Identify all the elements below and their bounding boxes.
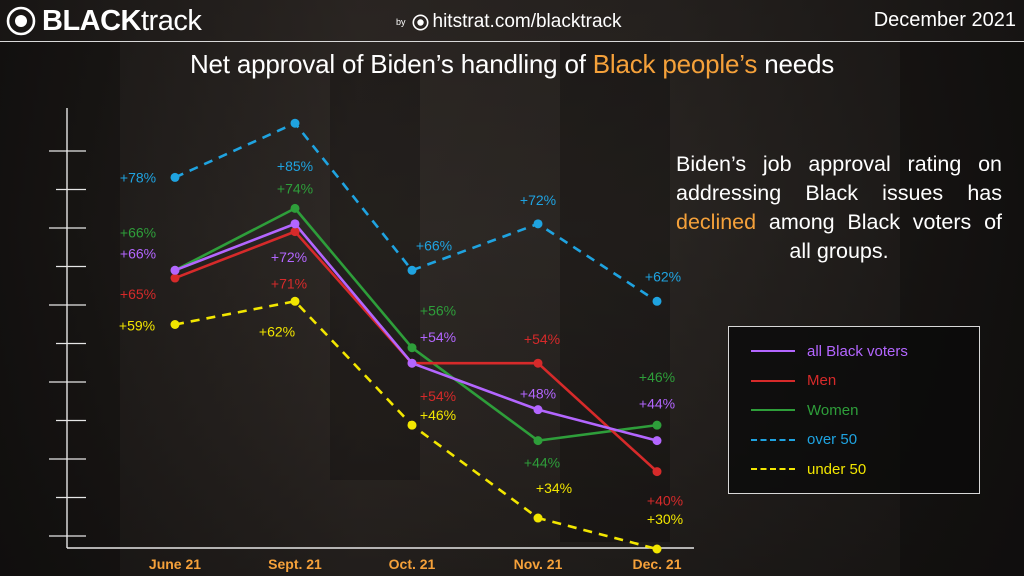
- data-label-women: +46%: [639, 369, 675, 385]
- data-label-men: +40%: [647, 493, 683, 509]
- data-point-men: [652, 467, 662, 477]
- legend-item-under-50: under 50: [751, 459, 866, 479]
- data-label-men: +71%: [271, 276, 307, 292]
- data-point-all-black-voters: [407, 358, 417, 368]
- report-date: December 2021: [873, 9, 1016, 31]
- legend-swatch: [751, 438, 795, 441]
- legend-label: all Black voters: [807, 342, 908, 360]
- data-point-over-50: [407, 265, 417, 275]
- chart-title: Net approval of Biden’s handling of Blac…: [189, 49, 835, 79]
- legend-label: over 50: [807, 431, 858, 448]
- data-label-under-50: +62%: [259, 323, 295, 339]
- data-point-over-50: [652, 296, 662, 306]
- data-label-over-50: +66%: [416, 237, 452, 253]
- by-label: by: [396, 17, 406, 27]
- legend-item-men: Men: [751, 371, 836, 391]
- data-point-all-black-voters: [652, 436, 662, 446]
- data-point-women: [652, 420, 662, 430]
- data-label-all-black-voters: +54%: [420, 329, 456, 345]
- data-label-over-50: +62%: [645, 268, 681, 284]
- data-label-men: +54%: [420, 388, 456, 404]
- hitstrat-logo-icon: [412, 14, 429, 30]
- header-divider: [0, 41, 1024, 42]
- data-point-all-black-voters: [170, 265, 180, 275]
- data-label-men: +54%: [524, 331, 560, 347]
- legend-item-women: Women: [751, 400, 858, 420]
- x-tick-labels: June 21 Sept. 21 Oct. 21 Nov. 21 Dec. 21: [149, 556, 682, 572]
- data-point-under-50: [170, 320, 180, 329]
- data-point-under-50: [533, 513, 543, 523]
- data-point-women: [407, 343, 417, 353]
- data-label-all-black-voters: +44%: [639, 396, 675, 412]
- data-label-over-50: +72%: [520, 192, 556, 208]
- data-label-under-50: +46%: [420, 407, 456, 423]
- legend-item-all-black-voters: all Black voters: [751, 341, 908, 361]
- series-line-all-black-voters: [174, 222, 658, 442]
- data-point-men: [533, 358, 543, 368]
- x-tick-label: Dec. 21: [632, 556, 681, 572]
- data-label-all-black-voters: +48%: [520, 386, 556, 402]
- data-label-over-50: +78%: [120, 169, 156, 185]
- data-point-women: [290, 203, 300, 213]
- x-tick-label: Nov. 21: [514, 556, 563, 572]
- data-label-women: +66%: [120, 224, 156, 240]
- data-label-all-black-voters: +66%: [120, 245, 156, 261]
- legend-label: Men: [807, 372, 837, 389]
- data-point-women: [533, 436, 543, 446]
- data-label-under-50: +59%: [119, 318, 155, 334]
- header-bar: BLACKtrack by hitstrat.com/blacktrack De…: [0, 0, 1024, 42]
- legend-swatch: [751, 409, 795, 411]
- x-tick-label: June 21: [149, 556, 201, 572]
- data-point-men: [290, 227, 300, 237]
- data-point-all-black-voters: [533, 405, 543, 415]
- series-lines: [174, 121, 658, 551]
- data-point-men: [170, 273, 180, 283]
- legend-swatch: [751, 468, 795, 470]
- annotation-text: Biden’s job approval rating on addressin…: [676, 152, 1002, 263]
- series-points: [170, 118, 662, 554]
- data-point-over-50: [290, 118, 300, 128]
- data-label-women: +44%: [524, 455, 560, 471]
- data-point-under-50: [290, 296, 300, 306]
- data-label-under-50: +30%: [647, 511, 683, 527]
- legend-swatch: [751, 379, 795, 382]
- data-label-all-black-voters: +72%: [271, 249, 307, 265]
- legend-label: Women: [807, 401, 859, 419]
- legend: all Black voters Men Women over 50 under 50: [728, 326, 980, 494]
- brand-logo: BLACKtrack: [6, 4, 202, 38]
- source-byline: by hitstrat.com/blacktrack: [396, 10, 622, 34]
- data-label-women: +56%: [420, 303, 456, 319]
- data-label-over-50: +85%: [277, 158, 313, 174]
- data-point-under-50: [407, 420, 417, 430]
- source-url[interactable]: hitstrat.com/blacktrack: [432, 11, 622, 32]
- data-point-all-black-voters: [290, 219, 300, 229]
- chart-axes: [49, 108, 694, 549]
- legend-swatch: [751, 350, 795, 352]
- data-point-under-50: [652, 544, 662, 554]
- data-label-men: +65%: [120, 286, 156, 302]
- series-line-over-50: [174, 121, 658, 303]
- x-tick-label: Sept. 21: [268, 556, 322, 572]
- data-point-over-50: [170, 172, 180, 182]
- data-point-over-50: [533, 219, 543, 229]
- x-tick-label: Oct. 21: [389, 556, 436, 572]
- legend-label: under 50: [807, 460, 867, 478]
- legend-item-over-50: over 50: [751, 430, 857, 450]
- brand-name: BLACKtrack: [42, 4, 202, 37]
- data-label-women: +74%: [277, 180, 313, 196]
- data-label-under-50: +34%: [536, 480, 572, 496]
- target-logo-icon: [6, 6, 36, 36]
- series-data-labels: +78% +85% +66% +72% +62% +59% +62% +46% +34% +30%…: [119, 158, 683, 527]
